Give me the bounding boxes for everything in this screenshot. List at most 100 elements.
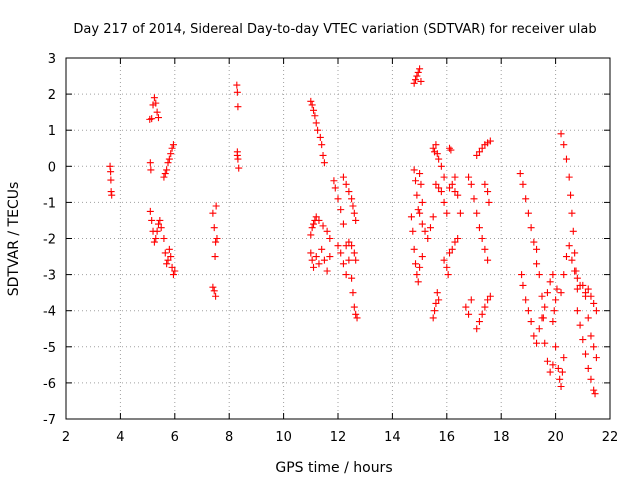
y-tick-label: -7 [43,413,56,428]
data-point [154,220,162,228]
data-point [352,216,360,224]
data-point [576,321,584,329]
data-point [524,307,532,315]
data-point [550,307,558,315]
data-point [433,289,441,297]
y-tick-label: 2 [48,88,56,103]
data-point [429,213,437,221]
x-tick-label: 10 [275,430,292,445]
data-point [446,184,454,192]
data-point [557,289,565,297]
data-point [167,253,175,261]
data-point [310,263,318,271]
data-point [418,253,426,261]
data-point [349,289,357,297]
data-point [211,253,219,261]
data-point [312,119,320,127]
data-point [454,235,462,242]
data-point [209,209,217,217]
chart-title: Day 217 of 2014, Sidereal Day-to-day VTE… [73,22,596,37]
data-point [538,292,546,300]
data-point [168,144,176,152]
data-point [549,361,557,369]
data-point [209,283,217,291]
data-point [473,151,481,159]
data-point [310,220,318,228]
data-point [429,144,437,152]
data-point [308,256,316,264]
data-point [210,224,218,232]
data-point [414,68,422,76]
data-point [560,141,568,149]
data-point [323,267,331,275]
data-point [319,151,327,159]
data-point [213,235,221,242]
data-point [318,245,326,253]
data-point [591,390,599,398]
data-point [552,343,560,351]
data-point [319,222,327,230]
data-point [533,339,541,347]
data-point [412,76,420,84]
y-tick-label: -6 [43,377,56,392]
data-point [465,310,473,318]
data-point [465,173,473,181]
x-tick-label: 12 [330,430,347,445]
data-point [530,238,538,246]
data-point [437,188,445,196]
data-point [337,206,345,214]
data-point [424,235,432,242]
data-point [153,227,161,235]
data-point [212,292,220,300]
data-point [310,106,318,114]
data-point [549,318,557,326]
data-point [590,343,598,351]
data-point [233,88,241,96]
data-point [557,130,565,138]
data-point [409,227,417,235]
x-axis-label: GPS time / hours [275,460,392,476]
data-point [552,296,560,304]
data-point [318,141,326,149]
data-point [549,271,557,279]
data-point [339,220,347,228]
data-point [416,263,424,271]
data-point [535,325,543,333]
data-point [342,180,350,188]
data-point [160,235,168,242]
data-point [573,307,581,315]
x-tick-label: 22 [602,430,619,445]
data-point [533,260,541,268]
data-point [431,307,439,315]
data-point [448,245,456,253]
data-point [451,173,459,181]
data-point [541,339,549,347]
data-point [451,238,459,246]
y-tick-label: -1 [43,196,56,211]
data-point [569,227,577,235]
data-point [410,166,418,174]
data-point [473,325,481,333]
data-point [350,303,358,311]
data-point [316,133,324,141]
data-point [421,227,429,235]
data-point [413,72,421,80]
data-point [590,386,598,394]
data-point [543,357,551,365]
data-point [352,256,360,264]
data-point [444,271,452,279]
data-point [426,224,434,232]
data-point [108,191,116,199]
data-point [416,65,424,73]
data-point [451,188,459,196]
y-tick-label: 3 [48,52,56,67]
y-tick-label: -5 [43,341,56,356]
data-point [579,281,587,289]
data-point [447,146,455,154]
data-point [470,195,478,203]
data-point [518,271,526,279]
y-tick-label: -4 [43,305,56,320]
data-point [446,249,454,257]
